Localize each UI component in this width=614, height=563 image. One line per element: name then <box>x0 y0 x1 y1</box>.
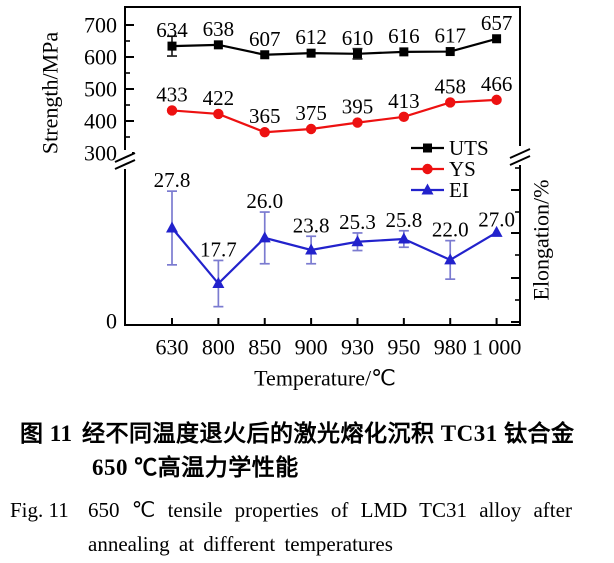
caption-en-text: 650 ℃ tensile properties of LMD TC31 all… <box>88 498 572 522</box>
svg-text:17.7: 17.7 <box>200 237 237 261</box>
left-axis-ticks: 700 600 500 400 300 0 <box>84 13 134 334</box>
svg-text:638: 638 <box>203 17 235 41</box>
svg-text:23.8: 23.8 <box>293 213 330 237</box>
caption-cn-text: 经不同温度退火后的激光熔化沉积 TC31 钛合金 <box>82 421 575 446</box>
right-axis-title: Elongation/% <box>529 180 554 301</box>
series-uts: 634 638 607 612 610 616 617 657 <box>156 11 512 60</box>
svg-text:980: 980 <box>434 335 467 360</box>
caption-cn-line2: 650 ℃高温力学性能 <box>92 455 299 480</box>
svg-text:395: 395 <box>342 95 374 119</box>
x-axis-title: Temperature/℃ <box>254 366 396 391</box>
svg-text:300: 300 <box>84 141 117 166</box>
svg-text:413: 413 <box>388 89 420 113</box>
svg-text:25.3: 25.3 <box>339 210 376 234</box>
svg-text:375: 375 <box>295 101 327 125</box>
svg-text:657: 657 <box>481 11 513 35</box>
svg-text:466: 466 <box>481 72 513 96</box>
axis-break-right <box>509 146 531 166</box>
svg-text:607: 607 <box>249 27 281 51</box>
svg-text:616: 616 <box>388 24 420 48</box>
bottom-axis-ticks: 630 800 850 900 930 950 980 1 000 <box>156 318 522 360</box>
svg-text:26.0: 26.0 <box>246 189 283 213</box>
svg-text:25.8: 25.8 <box>385 208 422 232</box>
svg-text:850: 850 <box>248 335 281 360</box>
svg-text:500: 500 <box>84 77 117 102</box>
strength-elongation-chart: 700 600 500 400 300 0 630 800 850 900 930 950 980 1 0… <box>38 6 554 391</box>
svg-text:YS: YS <box>449 157 476 181</box>
svg-text:900: 900 <box>295 335 328 360</box>
svg-text:27.0: 27.0 <box>478 207 515 231</box>
svg-text:0: 0 <box>106 309 117 334</box>
right-axis-ticks <box>511 167 520 323</box>
svg-text:630: 630 <box>156 335 189 360</box>
svg-text:800: 800 <box>202 335 235 360</box>
left-axis-title: Strength/MPa <box>38 32 63 154</box>
svg-text:365: 365 <box>249 104 281 128</box>
caption-en-line1: Fig. 11 650 ℃ tensile properties of LMD T… <box>10 497 572 523</box>
svg-text:458: 458 <box>434 74 466 98</box>
svg-text:634: 634 <box>156 18 188 42</box>
svg-text:27.8: 27.8 <box>154 168 191 192</box>
legend-item-ys: YS <box>411 157 476 181</box>
svg-text:950: 950 <box>387 335 420 360</box>
svg-text:600: 600 <box>84 45 117 70</box>
axis-break-left <box>114 150 136 170</box>
svg-text:400: 400 <box>84 109 117 134</box>
svg-text:612: 612 <box>295 25 327 49</box>
svg-text:433: 433 <box>156 82 188 106</box>
svg-text:610: 610 <box>342 26 374 50</box>
svg-text:422: 422 <box>203 86 235 110</box>
series-ys: 433 422 365 375 395 413 458 466 <box>156 72 512 138</box>
legend-item-uts: UTS <box>411 136 489 160</box>
series-ei: 27.8 17.7 26.0 23.8 25.3 25.8 22.0 27.0 <box>154 168 515 308</box>
caption-en-figure-label: Fig. 11 <box>10 498 69 522</box>
svg-text:1 000: 1 000 <box>472 335 522 360</box>
caption-cn-line1: 图 11 经不同温度退火后的激光熔化沉积 TC31 钛合金 <box>20 421 574 447</box>
svg-text:700: 700 <box>84 13 117 38</box>
svg-text:617: 617 <box>434 24 466 48</box>
svg-text:EI: EI <box>449 178 469 202</box>
legend-item-ei: EI <box>411 178 469 202</box>
caption-en-line2: annealing at different temperatures <box>88 532 393 556</box>
svg-text:930: 930 <box>341 335 374 360</box>
svg-text:UTS: UTS <box>449 136 489 160</box>
caption-cn-figure-label: 图 11 <box>20 421 73 446</box>
svg-text:22.0: 22.0 <box>432 218 469 242</box>
